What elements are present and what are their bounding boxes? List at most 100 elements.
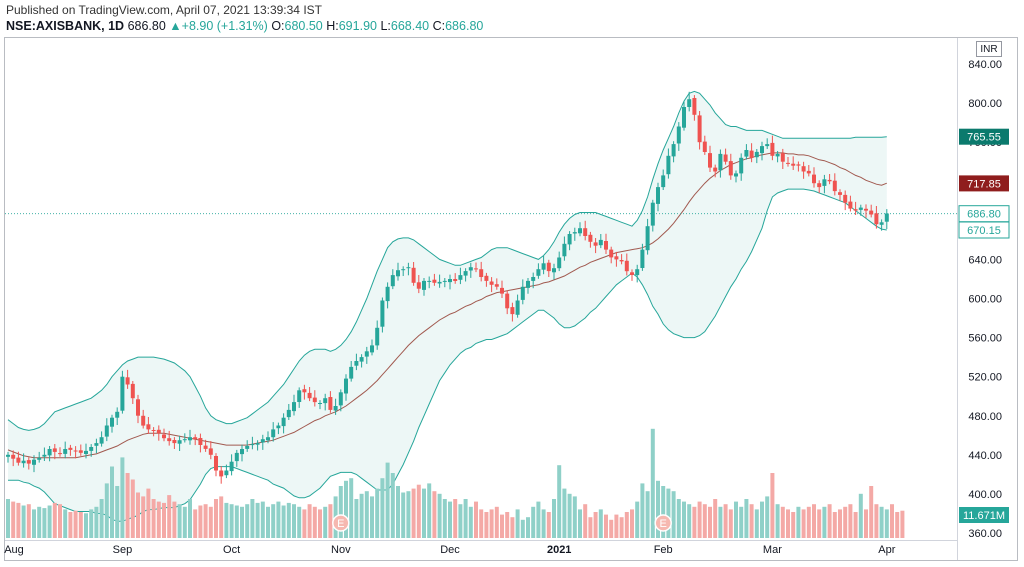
candle — [765, 138, 770, 149]
candle — [489, 277, 494, 293]
volume-bar — [598, 509, 603, 538]
volume-bar — [786, 509, 790, 538]
time-axis[interactable]: Aug Sep Oct Nov Dec 2021 Feb Mar Apr — [4, 544, 895, 556]
volume-bar — [266, 506, 270, 538]
price-tag-label: 11.671M — [963, 510, 1005, 522]
candle — [760, 141, 764, 161]
candle-body — [370, 345, 374, 353]
volume-bar — [853, 512, 858, 538]
upper-band-line — [7, 90, 887, 431]
volume-bar — [390, 473, 395, 538]
volume-bar — [895, 512, 900, 538]
volume-bar — [120, 457, 125, 538]
price-tag-label: 670.15 — [967, 225, 1001, 237]
volume-bar — [739, 506, 744, 538]
candle-body — [271, 429, 276, 438]
candle — [702, 135, 707, 155]
earnings-marker-circle[interactable] — [654, 514, 672, 532]
candle — [11, 450, 16, 467]
volume-bar — [536, 501, 541, 538]
earnings-marker-label: E — [660, 518, 667, 530]
price-tick-label: 400.00 — [968, 489, 1002, 501]
candle — [874, 206, 879, 229]
volume-bar — [359, 493, 364, 538]
volume-bar — [843, 506, 848, 538]
volume-bar — [479, 509, 484, 538]
candle-body — [219, 470, 224, 477]
candle — [323, 393, 328, 411]
volume-bar — [630, 509, 634, 538]
candle — [224, 464, 229, 479]
candle — [110, 414, 114, 433]
volume-bar — [806, 506, 811, 538]
volume-bar — [364, 491, 369, 538]
candle — [588, 231, 593, 248]
candle-body — [557, 257, 562, 269]
candle-body — [432, 279, 437, 283]
candle-body — [666, 155, 671, 175]
earnings-marker-circle[interactable] — [332, 514, 350, 532]
candle-body — [63, 449, 68, 454]
volume-bar — [146, 488, 151, 538]
volume-bar — [73, 510, 78, 538]
candle-body — [479, 269, 484, 277]
volume-bar — [817, 509, 822, 538]
candle-body — [484, 275, 489, 281]
currency-button[interactable]: INR — [976, 41, 1002, 57]
chart-frame[interactable] — [4, 37, 1018, 561]
price-change: +8.90 (+1.31%) — [181, 19, 268, 33]
volume-bar — [411, 488, 416, 538]
volume-bar — [812, 504, 816, 538]
candle — [557, 251, 562, 272]
candle-body — [104, 425, 109, 437]
volume-bar — [286, 502, 291, 538]
candle-body — [864, 208, 868, 211]
volume-bar — [687, 504, 692, 538]
candle-body — [318, 403, 322, 404]
earnings-marker[interactable]: E — [654, 514, 672, 532]
volume-bar — [156, 501, 161, 538]
candle-body — [349, 366, 354, 379]
candle-body — [292, 402, 296, 412]
volume-bar — [375, 488, 380, 538]
candle-body — [817, 183, 822, 188]
volume-bar — [11, 501, 16, 538]
volume-bar — [515, 509, 520, 538]
volume-bar — [468, 506, 473, 538]
candle — [593, 238, 598, 254]
time-axis-divider — [5, 540, 957, 541]
candle — [16, 451, 21, 466]
candle-body — [635, 269, 640, 276]
candle — [728, 153, 733, 180]
candle — [682, 101, 686, 131]
candle-body — [526, 280, 530, 288]
candle-body — [167, 438, 172, 442]
candle-body — [754, 151, 759, 158]
volume-bar — [624, 512, 629, 538]
candle-body — [26, 460, 31, 464]
candle — [442, 278, 447, 288]
candle-body — [879, 222, 884, 225]
volume-bar — [448, 501, 452, 538]
candle — [354, 353, 359, 371]
price-tag-basis: 717.85 — [959, 175, 1009, 192]
symbol-label[interactable]: NSE:AXISBANK, 1D — [6, 19, 125, 33]
candle — [775, 151, 780, 163]
candle — [708, 145, 712, 172]
candle-body — [843, 194, 848, 203]
earnings-marker[interactable]: E — [332, 514, 350, 532]
candle — [822, 174, 827, 194]
high-label: H: — [326, 19, 339, 33]
candle — [94, 438, 99, 454]
candle-body — [94, 443, 99, 446]
candle-body — [786, 162, 790, 164]
volume-bar — [723, 504, 728, 538]
volume-bar — [63, 509, 68, 538]
volume-bar — [245, 504, 250, 538]
volume-bar — [635, 501, 640, 538]
candle-body — [692, 98, 697, 115]
price-tick-label: 840.00 — [968, 59, 1002, 71]
candle — [370, 339, 374, 356]
